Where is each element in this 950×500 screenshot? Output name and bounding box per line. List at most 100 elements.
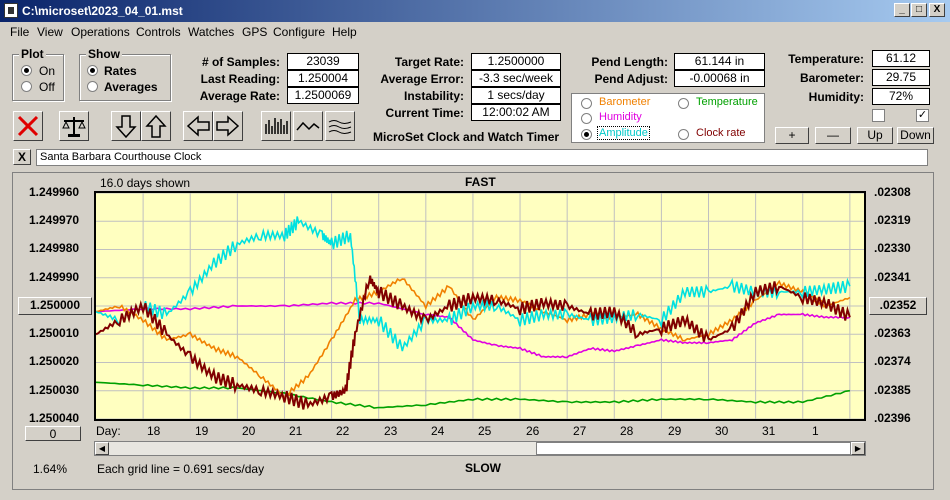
minimize-button[interactable]: _ bbox=[894, 3, 910, 17]
scroll-left-icon[interactable]: ◀ bbox=[95, 442, 109, 455]
offset-zero-button[interactable]: 0 bbox=[25, 426, 81, 441]
pend-length-field: 61.144 in bbox=[674, 53, 765, 70]
percent-label: 1.64% bbox=[33, 462, 68, 476]
x-tick: 24 bbox=[431, 424, 445, 438]
bars-view-button[interactable] bbox=[261, 111, 291, 141]
plot-area[interactable] bbox=[94, 191, 866, 421]
menu-operations[interactable]: Operations bbox=[71, 25, 130, 39]
show-rates-radio[interactable] bbox=[87, 65, 98, 76]
y-right-tick: .02341 bbox=[874, 270, 911, 284]
temperature-reading-label: Temperature: bbox=[788, 52, 864, 66]
y-left-tick: 1.249980 bbox=[29, 241, 80, 255]
plot-off-label: Off bbox=[39, 80, 55, 94]
show-group: Show Rates Averages bbox=[79, 47, 171, 101]
scale-up-button[interactable]: Up bbox=[857, 127, 893, 144]
y-right-tick: .02396 bbox=[874, 411, 911, 425]
move-right-button[interactable] bbox=[213, 111, 243, 141]
series-line-amplitude bbox=[95, 216, 851, 352]
menu-file[interactable]: File bbox=[10, 25, 30, 39]
y-left-tick: 1.250030 bbox=[29, 383, 80, 397]
y-right-tick: .02385 bbox=[874, 383, 911, 397]
average-rate-field: 1.2500069 bbox=[287, 87, 359, 104]
y-left-tick: 1.249970 bbox=[29, 213, 80, 227]
amplitude-radio[interactable] bbox=[581, 129, 592, 140]
y-left-tick: 1.250040 bbox=[29, 411, 80, 425]
scroll-thumb[interactable] bbox=[536, 442, 851, 455]
average-error-field: -3.3 sec/week bbox=[471, 70, 561, 87]
amplitude-label: Amplitude bbox=[597, 126, 650, 140]
plot-off-radio[interactable] bbox=[21, 81, 32, 92]
x-tick: 31 bbox=[762, 424, 776, 438]
plot-on-label: On bbox=[39, 64, 56, 78]
y-left-tick: 1.250010 bbox=[29, 326, 80, 340]
x-tick: 21 bbox=[289, 424, 303, 438]
barometer-field: 29.75 bbox=[872, 69, 930, 86]
humidity-reading-label: Humidity: bbox=[808, 90, 864, 104]
bars-icon bbox=[265, 118, 288, 134]
y-left-tick: 1.249990 bbox=[29, 270, 80, 284]
clock-rate-label: Clock rate bbox=[696, 127, 746, 139]
last-reading-label: Last Reading: bbox=[200, 72, 280, 86]
horizontal-scrollbar[interactable]: ◀ ▶ bbox=[94, 441, 866, 456]
grid-note-label: Each grid line = 0.691 secs/day bbox=[97, 462, 265, 476]
x-tick: 23 bbox=[384, 424, 398, 438]
menu-gps[interactable]: GPS bbox=[242, 25, 268, 39]
menu-controls[interactable]: Controls bbox=[136, 25, 181, 39]
move-down-button[interactable] bbox=[111, 111, 141, 141]
series-line-clock-rate bbox=[95, 275, 851, 410]
humidity-radio[interactable] bbox=[581, 113, 592, 124]
arrow-right-icon bbox=[216, 115, 240, 137]
stop-button[interactable] bbox=[13, 111, 43, 141]
move-left-button[interactable] bbox=[183, 111, 213, 141]
menu-help[interactable]: Help bbox=[332, 25, 357, 39]
barometer-label: Barometer bbox=[599, 96, 651, 108]
option-checkbox-1[interactable] bbox=[872, 109, 885, 122]
x-tick: 19 bbox=[195, 424, 209, 438]
x-tick: 22 bbox=[336, 424, 350, 438]
line-view-button[interactable] bbox=[293, 111, 323, 141]
description-field[interactable]: Santa Barbara Courthouse Clock bbox=[36, 149, 928, 166]
series-line-barometer bbox=[95, 277, 851, 401]
menu-watches[interactable]: Watches bbox=[188, 25, 235, 39]
pend-length-label: Pend Length: bbox=[591, 55, 668, 69]
balance-button[interactable] bbox=[59, 111, 89, 141]
pend-adjust-field: -0.00068 in bbox=[674, 70, 765, 87]
menu-view[interactable]: View bbox=[37, 25, 63, 39]
wave-line-icon bbox=[296, 121, 320, 131]
title-bar: C:\microset\2023_04_01.mst _ □ X bbox=[0, 0, 950, 22]
barometer-reading-label: Barometer: bbox=[799, 71, 864, 85]
show-averages-radio[interactable] bbox=[87, 81, 98, 92]
x-tick: 28 bbox=[620, 424, 634, 438]
x-tick: 25 bbox=[478, 424, 492, 438]
show-averages-label: Averages bbox=[104, 80, 158, 94]
show-group-label: Show bbox=[86, 47, 122, 61]
plot-group-label: Plot bbox=[19, 47, 46, 61]
scale-balance-icon bbox=[62, 117, 86, 137]
smooth-view-button[interactable] bbox=[325, 111, 355, 141]
scale-minus-button[interactable]: — bbox=[815, 127, 851, 144]
temperature-radio[interactable] bbox=[678, 98, 689, 109]
plot-group: Plot On Off bbox=[12, 47, 64, 101]
scroll-right-icon[interactable]: ▶ bbox=[851, 442, 865, 455]
multi-wave-icon bbox=[328, 120, 352, 134]
samples-field: 23039 bbox=[287, 53, 359, 70]
clear-description-button[interactable]: X bbox=[13, 149, 31, 165]
x-tick: 29 bbox=[668, 424, 682, 438]
scale-down-button[interactable]: Down bbox=[897, 127, 934, 144]
chart-plot bbox=[95, 192, 864, 420]
y-right-tick: .02363 bbox=[874, 326, 911, 340]
option-checkbox-2[interactable]: ✓ bbox=[916, 109, 929, 122]
move-up-button[interactable] bbox=[141, 111, 171, 141]
scale-plus-button[interactable]: + bbox=[775, 127, 809, 144]
plot-on-radio[interactable] bbox=[21, 65, 32, 76]
days-shown-label: 16.0 days shown bbox=[100, 176, 191, 190]
barometer-radio[interactable] bbox=[581, 98, 592, 109]
maximize-button[interactable]: □ bbox=[911, 3, 927, 17]
center-amplitude-button[interactable]: .02352 bbox=[869, 297, 927, 315]
close-button[interactable]: X bbox=[929, 3, 945, 17]
clock-rate-radio[interactable] bbox=[678, 129, 689, 140]
menu-configure[interactable]: Configure bbox=[273, 25, 326, 39]
average-rate-label: Average Rate: bbox=[199, 89, 280, 103]
center-rate-button[interactable]: 1.250000 bbox=[18, 297, 92, 315]
fast-label: FAST bbox=[465, 175, 496, 189]
